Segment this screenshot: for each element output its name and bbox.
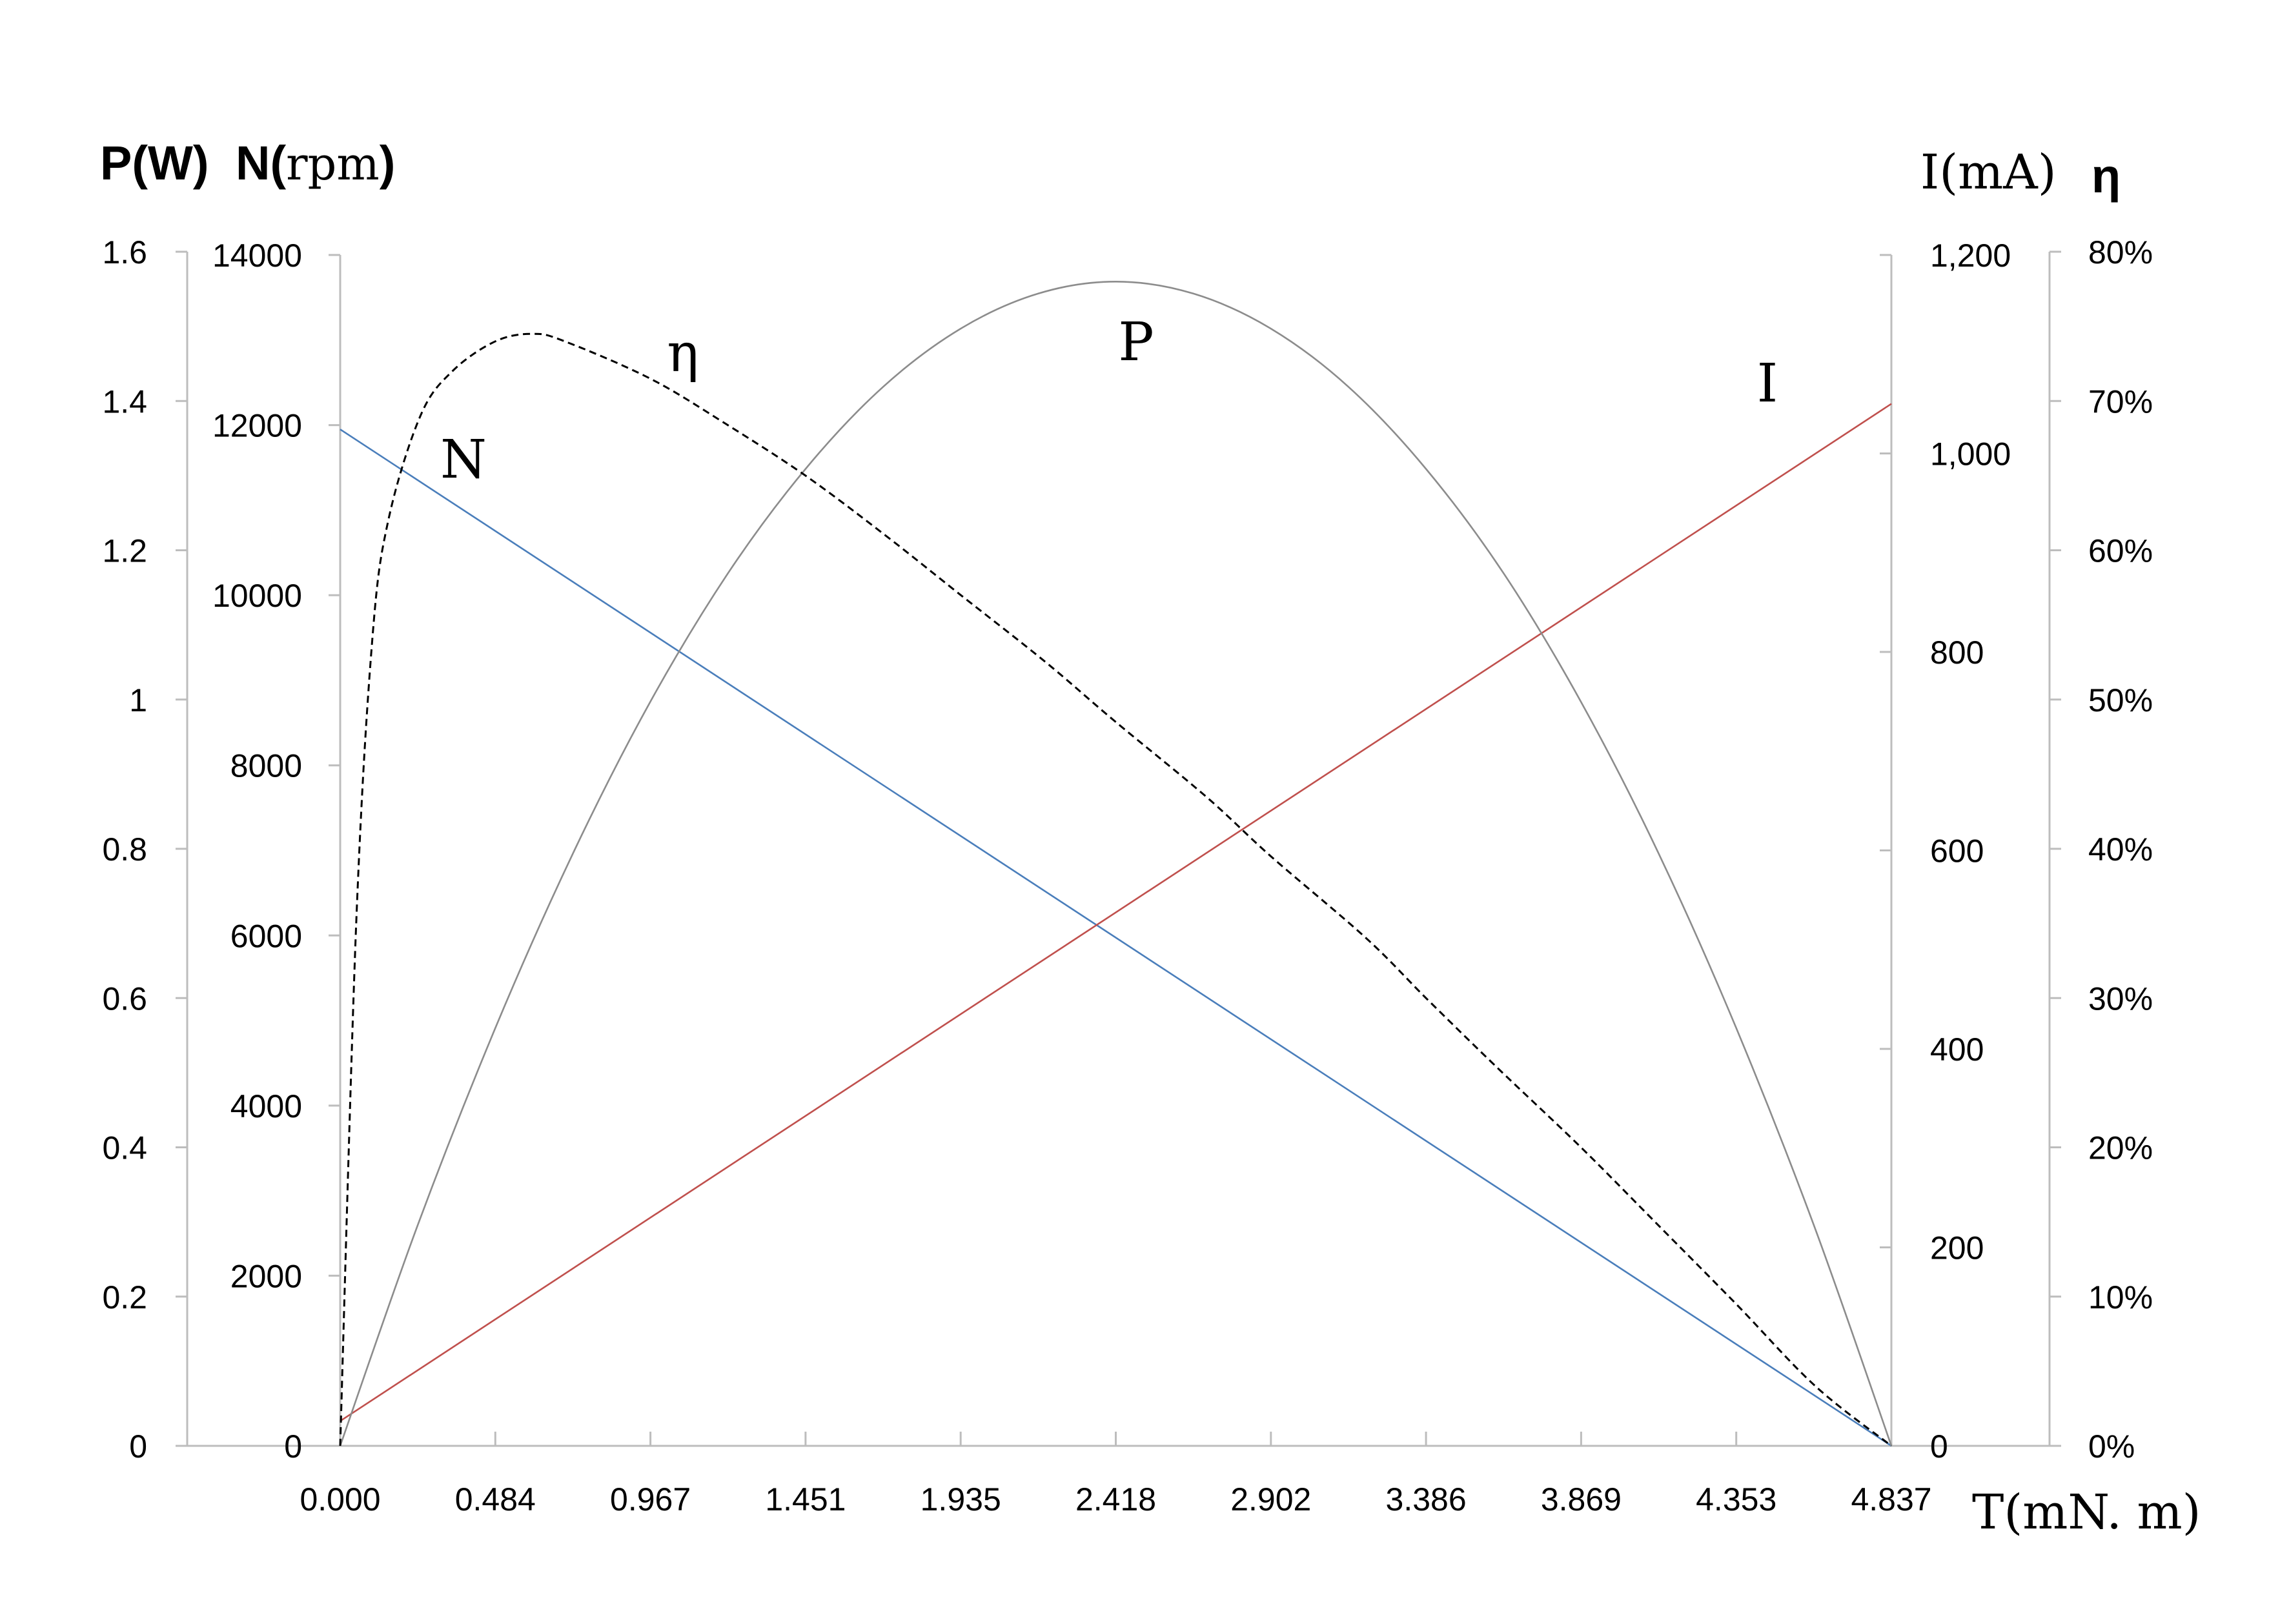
- n-axis-title: N(rpm): [236, 136, 395, 190]
- x-axis-ticks: 0.000 0.484 0.967 1.451 1.935 2.418 2.902 3.386…: [300, 1432, 1932, 1517]
- x-axis-tick-label: 1.451: [765, 1481, 846, 1517]
- i-axis-title: I(mA): [1920, 145, 2057, 200]
- n-axis-tick-label: 0: [284, 1428, 302, 1465]
- x-axis-tick-label: 4.837: [1851, 1481, 1931, 1517]
- p-axis-title: P(W): [100, 136, 209, 190]
- n-axis-title-unit: rpm: [286, 137, 380, 190]
- i-axis-tick-label: 0: [1930, 1428, 1948, 1465]
- eta-axis-tick-label: 60%: [2088, 533, 2153, 569]
- x-axis-tick-label: 1.935: [921, 1481, 1001, 1517]
- p-axis-tick-label: 0: [129, 1428, 147, 1465]
- x-axis-tick-label: 0.484: [455, 1481, 536, 1517]
- n-axis-title-prefix: N(: [236, 136, 286, 190]
- p-axis-tick-label: 1.2: [102, 533, 147, 569]
- n-axis-tick-label: 6000: [230, 918, 302, 954]
- series-layer: [339, 280, 1893, 1447]
- current-curve: [340, 403, 1892, 1422]
- eta-axis-tick-label: 40%: [2088, 831, 2153, 868]
- n-axis-ticks: 0 2000 4000 6000 8000 10000 12000 14000: [212, 238, 340, 1465]
- i-axis-tick-label: 1,000: [1930, 436, 2011, 472]
- n-axis-tick-label: 12000: [212, 408, 302, 444]
- x-axis-tick-label: 3.386: [1386, 1481, 1467, 1517]
- eta-axis-tick-label: 20%: [2088, 1130, 2153, 1166]
- x-axis-tick-label: 2.418: [1075, 1481, 1156, 1517]
- p-axis-tick-label: 0.2: [102, 1279, 147, 1315]
- x-axis-tick-label: 0.000: [300, 1481, 380, 1517]
- n-axis-tick-label: 2000: [230, 1258, 302, 1294]
- eta-axis-title: η: [2091, 149, 2121, 203]
- i-axis-tick-label: 600: [1930, 833, 1984, 869]
- i-axis-tick-label: 400: [1930, 1031, 1984, 1068]
- eta-axis-tick-label: 70%: [2088, 383, 2153, 420]
- n-axis-tick-label: 10000: [212, 578, 302, 614]
- eta-axis-tick-label: 0%: [2088, 1428, 2135, 1465]
- p-axis-tick-label: 1.4: [102, 383, 147, 420]
- x-axis-tick-label: 3.869: [1541, 1481, 1622, 1517]
- i-axis-tick-label: 200: [1930, 1230, 1984, 1266]
- eta-axis-tick-label: 30%: [2088, 980, 2153, 1017]
- eta-axis-ticks: 0% 10% 20% 30% 40% 50% 60% 70% 80%: [2050, 234, 2153, 1465]
- n-axis-tick-label: 8000: [230, 748, 302, 784]
- p-axis-tick-label: 1: [129, 682, 147, 718]
- x-axis-title: T(mN. m): [1972, 1485, 2201, 1540]
- p-axis-tick-label: 0.6: [102, 980, 147, 1017]
- power-curve-label: P: [1118, 312, 1154, 373]
- x-axis-tick-label: 0.967: [610, 1481, 691, 1517]
- n-axis-tick-label: 14000: [212, 238, 302, 274]
- p-axis-ticks: 0 0.2 0.4 0.6 0.8 1 1.2 1.4 1.6: [102, 234, 187, 1465]
- curve-labels: Nη P I: [440, 303, 1778, 491]
- eta-axis-tick-label: 10%: [2088, 1279, 2153, 1315]
- eta-axis-tick-label: 50%: [2088, 682, 2153, 718]
- p-axis-tick-label: 1.6: [102, 234, 147, 270]
- speed-curve: [340, 429, 1892, 1447]
- power-curve: [339, 280, 1893, 1446]
- power-label-gap: [1097, 303, 1181, 342]
- speed-curve-label: N: [440, 429, 487, 491]
- x-axis-tick-label: 2.902: [1230, 1481, 1311, 1517]
- n-axis-title-suffix: ): [380, 136, 396, 190]
- current-curve-label: I: [1757, 353, 1778, 414]
- x-axis-tick-label: 4.353: [1696, 1481, 1776, 1517]
- i-axis-tick-label: 1,200: [1930, 238, 2011, 274]
- p-axis-tick-label: 0.4: [102, 1130, 147, 1166]
- i-axis-ticks: 0 200 400 600 800 1,000 1,200: [1880, 238, 2011, 1465]
- i-axis-tick-label: 800: [1930, 634, 1984, 671]
- efficiency-curve-label: η: [667, 323, 698, 384]
- eta-axis-tick-label: 80%: [2088, 234, 2153, 270]
- efficiency-curve: [339, 332, 1892, 1447]
- n-axis-tick-label: 4000: [230, 1088, 302, 1124]
- p-axis-tick-label: 0.8: [102, 831, 147, 868]
